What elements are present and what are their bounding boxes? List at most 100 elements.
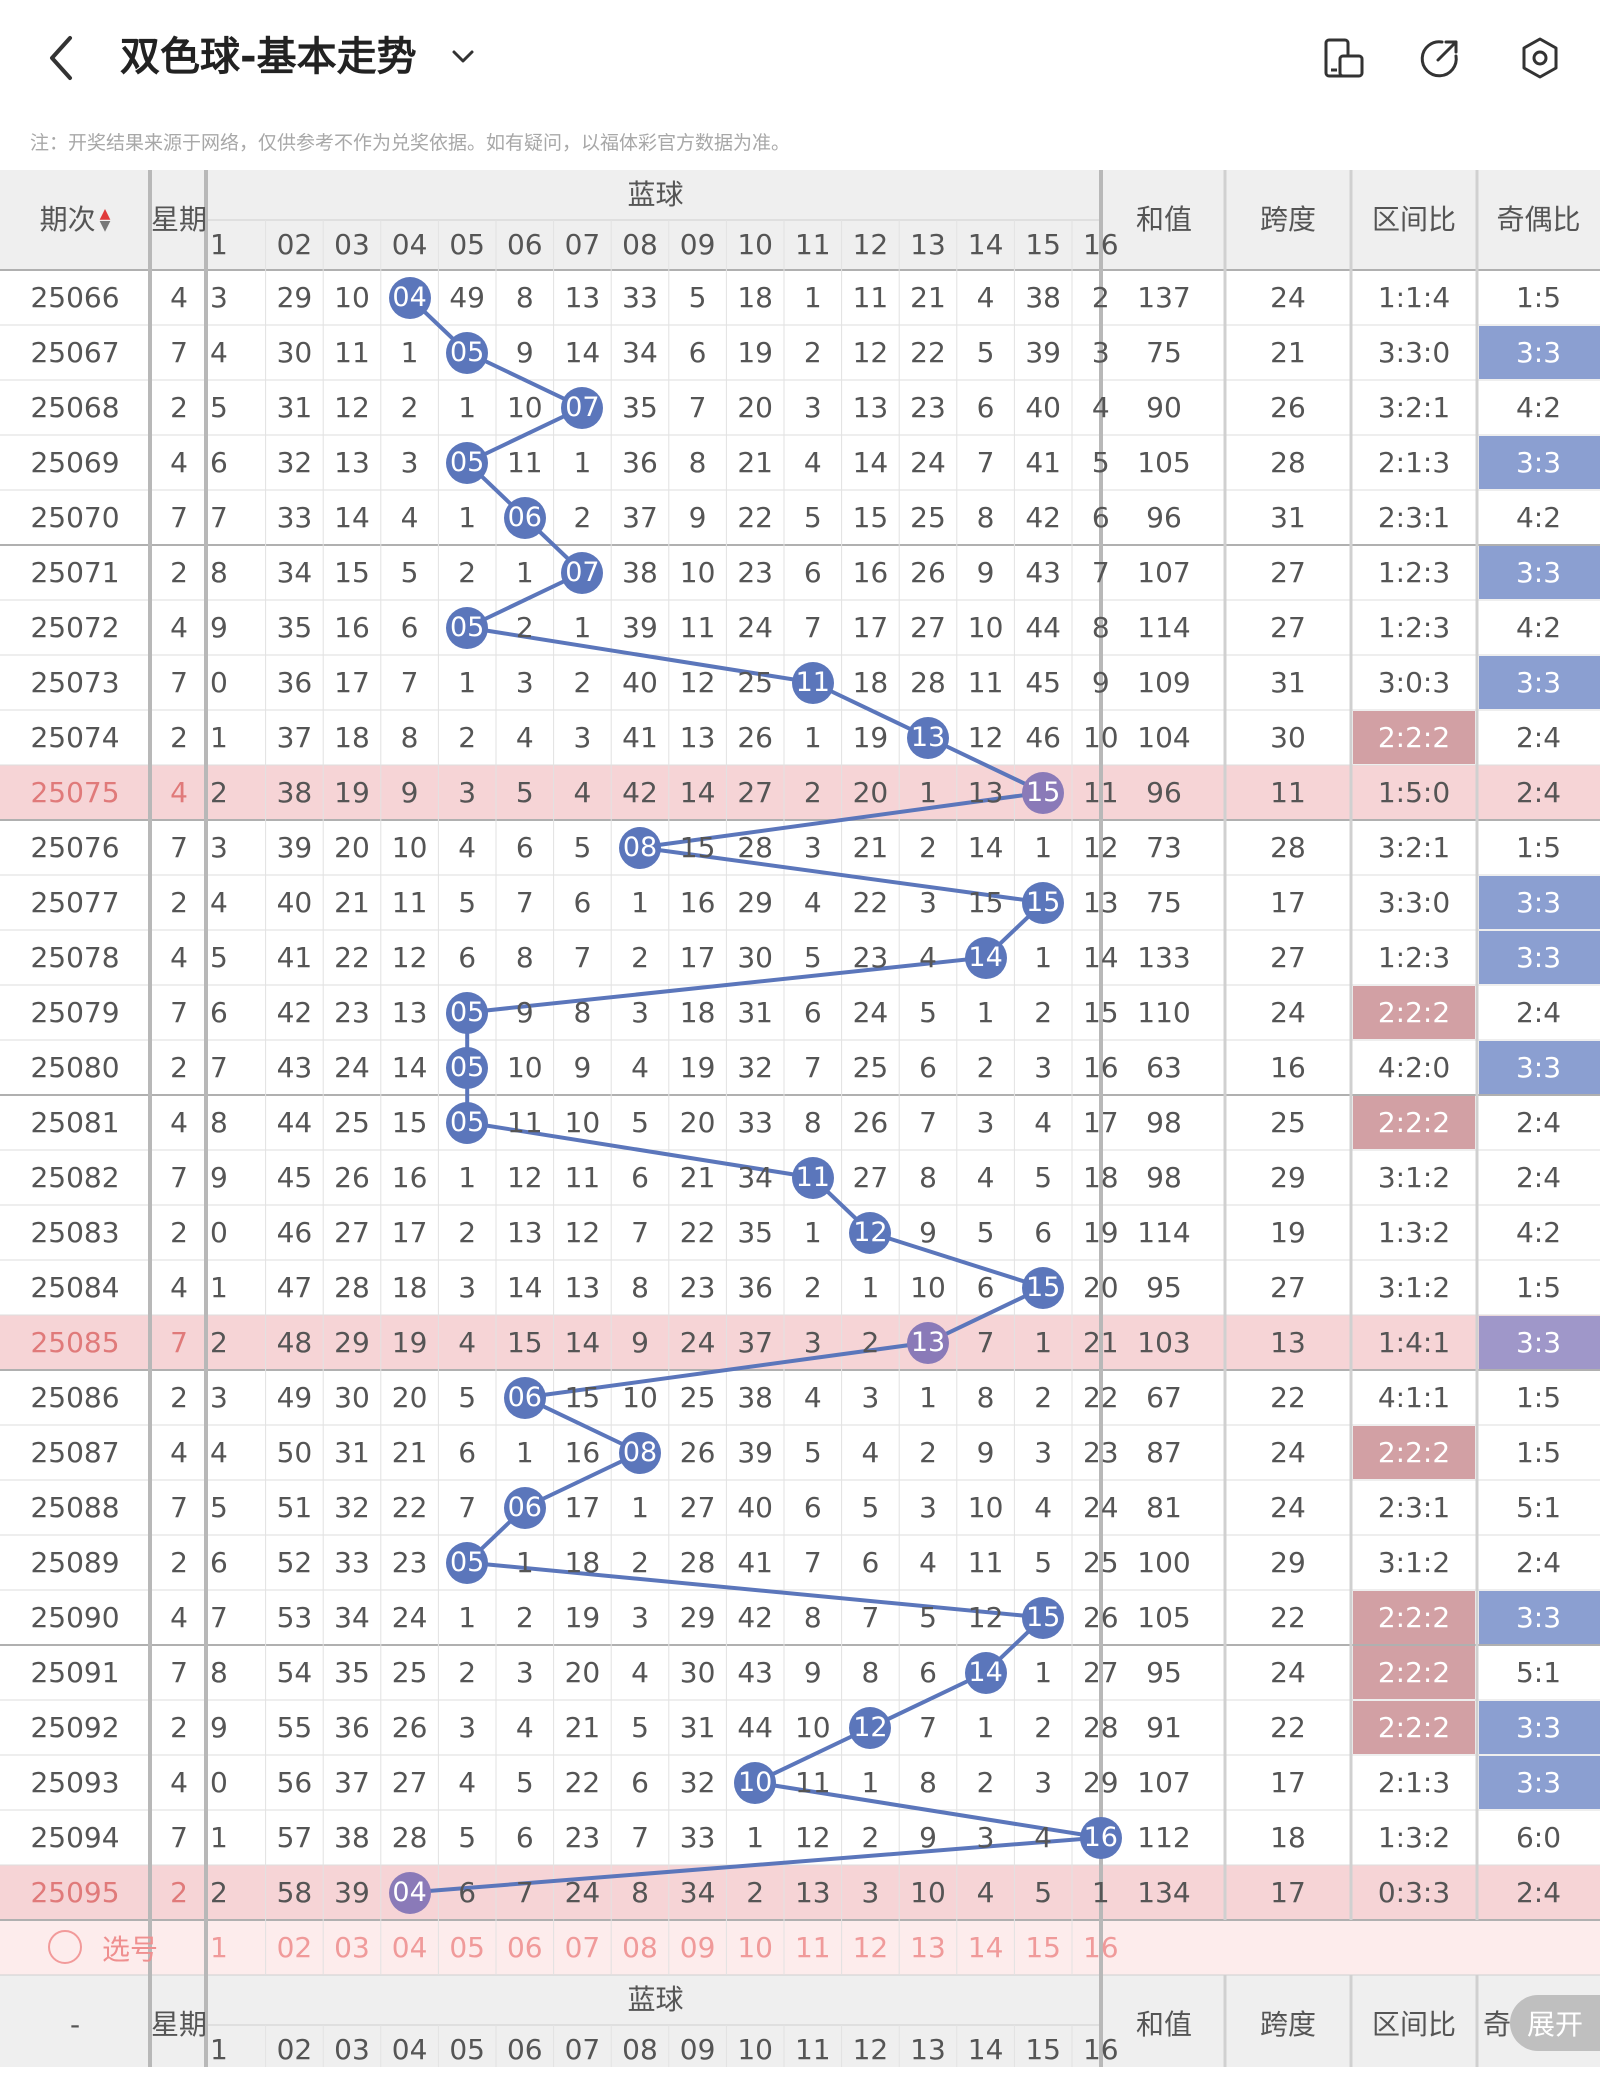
select-ball-09[interactable]: 09 bbox=[679, 1931, 716, 1964]
miss-value: 1 bbox=[1034, 831, 1053, 864]
miss-value: 1 bbox=[458, 1161, 477, 1194]
select-ball-12[interactable]: 12 bbox=[852, 1931, 889, 1964]
row-odd-even: 3:3 bbox=[1515, 1601, 1562, 1634]
select-ball-06[interactable]: 06 bbox=[506, 1931, 543, 1964]
row-weekday: 7 bbox=[170, 1161, 188, 1194]
miss-value: 1 bbox=[210, 1821, 228, 1854]
miss-value: 44 bbox=[1025, 611, 1061, 644]
miss-value: 11 bbox=[564, 1161, 601, 1194]
odd-even-highlight bbox=[1479, 1041, 1600, 1094]
row-odd-even: 3:3 bbox=[1515, 336, 1562, 369]
miss-value: 29 bbox=[737, 886, 773, 919]
select-ball-05[interactable]: 05 bbox=[449, 1931, 485, 1964]
miss-value: 33 bbox=[737, 1106, 773, 1139]
miss-value: 31 bbox=[276, 391, 313, 424]
miss-value: 3 bbox=[861, 1381, 880, 1414]
fold-screen-button[interactable] bbox=[1320, 34, 1368, 82]
miss-value: 9 bbox=[919, 1216, 937, 1249]
miss-value: 17 bbox=[564, 1491, 601, 1524]
miss-value: 2 bbox=[210, 776, 228, 809]
select-ball-11[interactable]: 11 bbox=[794, 1931, 831, 1964]
table-row: 25082 bbox=[30, 1161, 120, 1194]
miss-value: 8 bbox=[631, 1876, 649, 1909]
row-odd-even: 2:4 bbox=[1515, 1161, 1562, 1194]
miss-value: 1 bbox=[515, 556, 534, 589]
miss-value: 46 bbox=[1025, 721, 1061, 754]
row-span: 31 bbox=[1270, 501, 1306, 534]
miss-value: 22 bbox=[564, 1766, 601, 1799]
miss-value: 26 bbox=[391, 1711, 428, 1744]
settings-button[interactable] bbox=[1516, 34, 1564, 82]
miss-value: 12 bbox=[564, 1216, 601, 1249]
miss-value: 28 bbox=[334, 1271, 370, 1304]
miss-value: 36 bbox=[334, 1711, 370, 1744]
select-ball-10[interactable]: 10 bbox=[737, 1931, 773, 1964]
miss-value: 6 bbox=[515, 831, 534, 864]
miss-value: 3 bbox=[400, 446, 419, 479]
miss-value: 41 bbox=[737, 1546, 773, 1579]
period-header[interactable]: 期次 ▲ ▼ bbox=[0, 170, 150, 270]
blue-column-07: 07 bbox=[564, 227, 601, 261]
row-weekday: 2 bbox=[170, 1876, 188, 1909]
miss-value: 3 bbox=[631, 996, 649, 1029]
select-ball-07[interactable]: 07 bbox=[564, 1931, 601, 1964]
miss-value: 16 bbox=[564, 1436, 601, 1469]
row-weekday: 7 bbox=[170, 336, 188, 369]
miss-value: 4 bbox=[919, 1546, 937, 1579]
miss-value: 9 bbox=[919, 1821, 937, 1854]
miss-value: 48 bbox=[276, 1326, 313, 1359]
row-span: 24 bbox=[1270, 996, 1306, 1029]
row-zone-ratio: 1:3:2 bbox=[1377, 1821, 1451, 1854]
table-row: 25070 bbox=[30, 501, 120, 534]
select-ball-14[interactable]: 14 bbox=[967, 1931, 1004, 1964]
miss-value: 24 bbox=[334, 1051, 370, 1084]
highlight-row-bg bbox=[0, 765, 1600, 820]
footer-blue-column-04: 04 bbox=[391, 2032, 428, 2066]
zone-ratio-highlight bbox=[1353, 986, 1475, 1039]
select-ball-02[interactable]: 02 bbox=[276, 1931, 313, 1964]
miss-value: 6 bbox=[1091, 501, 1110, 534]
miss-value: 5 bbox=[210, 941, 228, 974]
select-ball-03[interactable]: 03 bbox=[334, 1931, 370, 1964]
select-ball-04[interactable]: 04 bbox=[391, 1931, 428, 1964]
miss-value: 8 bbox=[919, 1766, 937, 1799]
select-ball-15[interactable]: 15 bbox=[1025, 1931, 1061, 1964]
expand-button[interactable]: 展开 bbox=[1510, 1995, 1600, 2051]
miss-value: 3 bbox=[631, 1601, 649, 1634]
select-ball-08[interactable]: 08 bbox=[622, 1931, 658, 1964]
back-button[interactable] bbox=[40, 28, 84, 88]
blue-ball: 05 bbox=[446, 441, 489, 484]
miss-value: 6 bbox=[210, 996, 228, 1029]
miss-value: 18 bbox=[1082, 1161, 1119, 1194]
miss-value: 55 bbox=[276, 1711, 313, 1744]
miss-value: 1 bbox=[861, 1766, 880, 1799]
odd-even-highlight bbox=[1479, 1756, 1600, 1809]
odd-even-highlight bbox=[1479, 326, 1600, 379]
miss-value: 2 bbox=[1091, 281, 1110, 314]
footer-blue-column-12: 12 bbox=[852, 2032, 889, 2066]
miss-value: 14 bbox=[564, 1326, 601, 1359]
miss-value: 8 bbox=[976, 501, 995, 534]
miss-value: 11 bbox=[967, 1546, 1004, 1579]
table-row: 25087 bbox=[30, 1436, 120, 1469]
miss-value: 14 bbox=[564, 336, 601, 369]
select-radio[interactable] bbox=[48, 1930, 82, 1964]
miss-value: 9 bbox=[976, 556, 995, 589]
select-ball-16[interactable]: 16 bbox=[1082, 1931, 1119, 1964]
miss-value: 3 bbox=[1034, 1436, 1053, 1469]
select-ball-13[interactable]: 13 bbox=[910, 1931, 946, 1964]
select-ball-1[interactable]: 1 bbox=[210, 1931, 228, 1964]
blue-ball: 04 bbox=[388, 1871, 431, 1914]
blue-column-03: 03 bbox=[334, 227, 370, 261]
select-number-label[interactable]: 选号 bbox=[101, 1932, 158, 1966]
miss-value: 29 bbox=[334, 1326, 370, 1359]
title-dropdown[interactable] bbox=[448, 42, 478, 72]
miss-value: 4 bbox=[458, 1326, 477, 1359]
row-span: 29 bbox=[1270, 1161, 1306, 1194]
share-button[interactable] bbox=[1416, 34, 1464, 82]
miss-value: 22 bbox=[334, 941, 370, 974]
miss-value: 4 bbox=[515, 721, 534, 754]
miss-value: 38 bbox=[1025, 281, 1061, 314]
miss-value: 13 bbox=[852, 391, 889, 424]
footer-blue-column-1: 1 bbox=[210, 2032, 228, 2066]
